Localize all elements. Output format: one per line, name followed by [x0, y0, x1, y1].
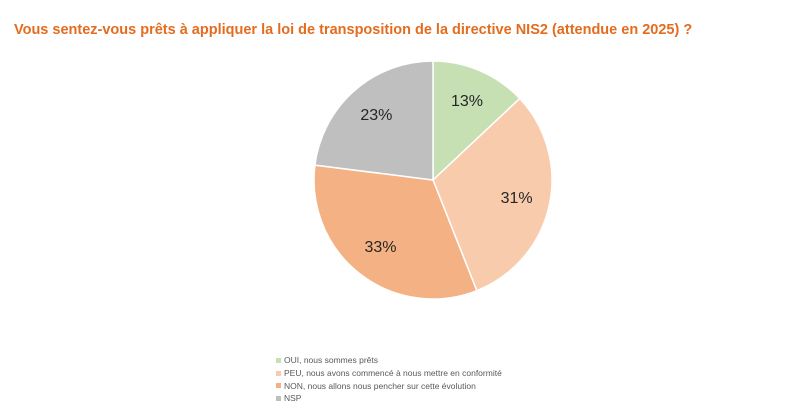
legend-item-1: OUI, nous sommes prêts: [276, 354, 502, 367]
legend-item-2: PEU, nous avons commencé à nous mettre e…: [276, 367, 502, 380]
data-label-1: 13%: [451, 93, 483, 110]
legend-label-2: PEU, nous avons commencé à nous mettre e…: [284, 367, 502, 378]
legend-swatch-1: [276, 357, 281, 363]
data-label-2: 31%: [501, 190, 533, 207]
legend-swatch-3: [276, 383, 281, 389]
data-label-3: 33%: [364, 239, 396, 256]
legend-swatch-2: [276, 370, 281, 376]
chart-title: Vous sentez-vous prêts à appliquer la lo…: [14, 22, 693, 38]
legend-swatch-4: [276, 396, 281, 402]
data-label-4: 23%: [360, 107, 392, 124]
legend-label-3: NON, nous allons nous pencher sur cette …: [284, 380, 476, 391]
legend-label-1: OUI, nous sommes prêts: [284, 355, 379, 365]
legend-item-4: NSP: [276, 392, 502, 405]
pie-data-labels: 13% 31% 33% 23%: [360, 93, 532, 256]
pie-slice-3: [313, 164, 478, 300]
pie-slice-4: [314, 60, 434, 181]
pie-slices: [313, 60, 553, 300]
pie-slice-2: [432, 97, 553, 292]
pie-slice-1: [432, 60, 521, 182]
legend-item-3: NON, nous allons nous pencher sur cette …: [276, 380, 502, 393]
legend: OUI, nous sommes prêts PEU, nous avons co…: [276, 354, 502, 405]
legend-label-4: NSP: [284, 393, 302, 404]
